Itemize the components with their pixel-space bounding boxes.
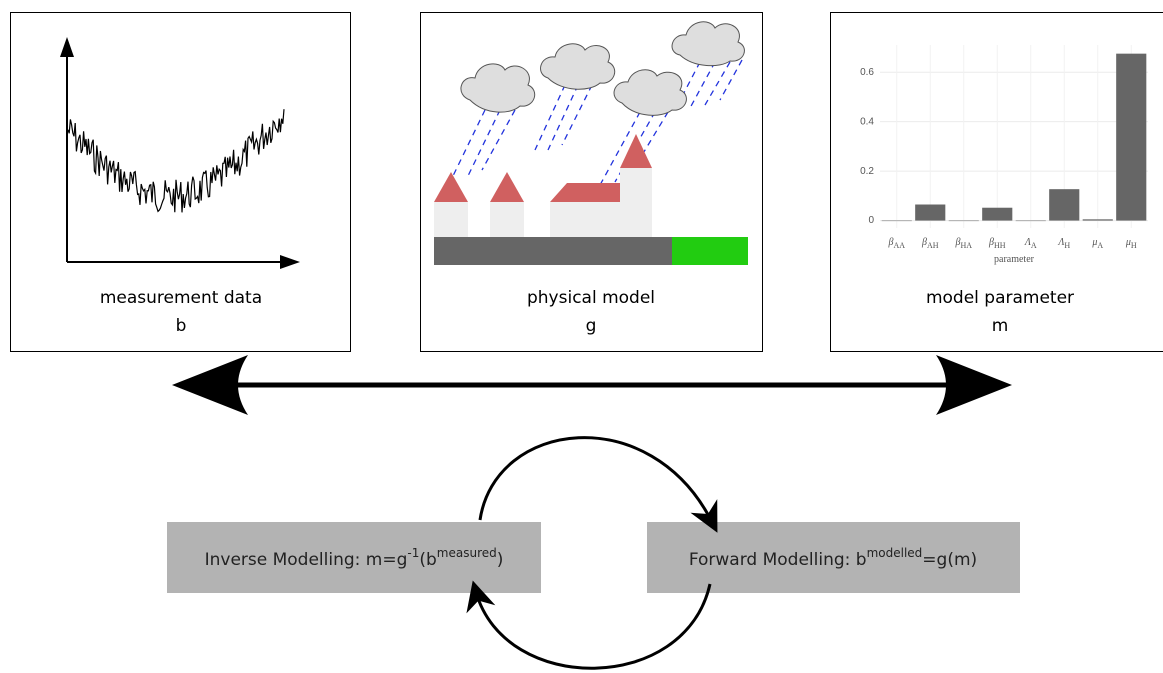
inverse-mid: (b <box>419 550 436 570</box>
x-tick-subscript: A <box>1031 241 1037 250</box>
bar <box>882 221 912 222</box>
panel-caption: model parameter <box>926 288 1074 308</box>
forward-sup: modelled <box>867 546 923 560</box>
inverse-sup: measured <box>437 546 497 560</box>
x-tick-subscript: AH <box>927 241 939 250</box>
forward-label: Forward Modelling: bmodelled=g(m) <box>689 546 977 571</box>
y-tick-label: 0.4 <box>860 116 874 127</box>
x-tick-symbol: Λ <box>1024 237 1031 248</box>
x-tick-subscript: H <box>1131 241 1137 250</box>
bar <box>949 221 979 222</box>
x-tick-subscript: H <box>1064 241 1070 250</box>
x-tick-symbol: Λ <box>1057 237 1064 248</box>
forward-text: Forward Modelling: b <box>689 550 867 570</box>
bar <box>1083 219 1113 220</box>
x-tick-subscript: HH <box>994 241 1006 250</box>
forward-end: =g(m) <box>922 550 977 570</box>
panel-variable: g <box>586 316 597 336</box>
y-tick-label: 0 <box>868 215 874 226</box>
panel-variable: m <box>992 316 1009 336</box>
bar <box>982 208 1012 221</box>
diagram: 00.20.40.6βAAβAHβHAβHHΛAΛHμAμHparameter … <box>0 0 1163 673</box>
page: {"panels": [ {"caption": "measurement da… <box>0 0 1163 673</box>
inverse-sup: -1 <box>407 546 419 560</box>
panel-variable: b <box>176 316 187 336</box>
arrow-head <box>172 355 248 415</box>
arrow-head <box>936 355 1012 415</box>
cycle-arrow <box>480 438 712 522</box>
x-axis-label: parameter <box>994 254 1035 265</box>
y-tick-label: 0.2 <box>860 166 874 177</box>
x-tick-subscript: AA <box>893 241 905 250</box>
bar <box>915 205 945 221</box>
x-tick-subscript: A <box>1097 241 1103 250</box>
inverse-end: ) <box>497 550 504 570</box>
inverse-text: Inverse Modelling: m=g <box>205 550 408 570</box>
bar <box>1049 189 1079 220</box>
bar <box>1016 221 1046 222</box>
panel-caption: measurement data <box>100 288 262 308</box>
panel-caption: physical model <box>527 288 655 308</box>
bar <box>1116 54 1146 221</box>
cycle-arrow <box>476 584 710 668</box>
y-tick-label: 0.6 <box>860 67 874 78</box>
x-tick-subscript: HA <box>960 241 972 250</box>
